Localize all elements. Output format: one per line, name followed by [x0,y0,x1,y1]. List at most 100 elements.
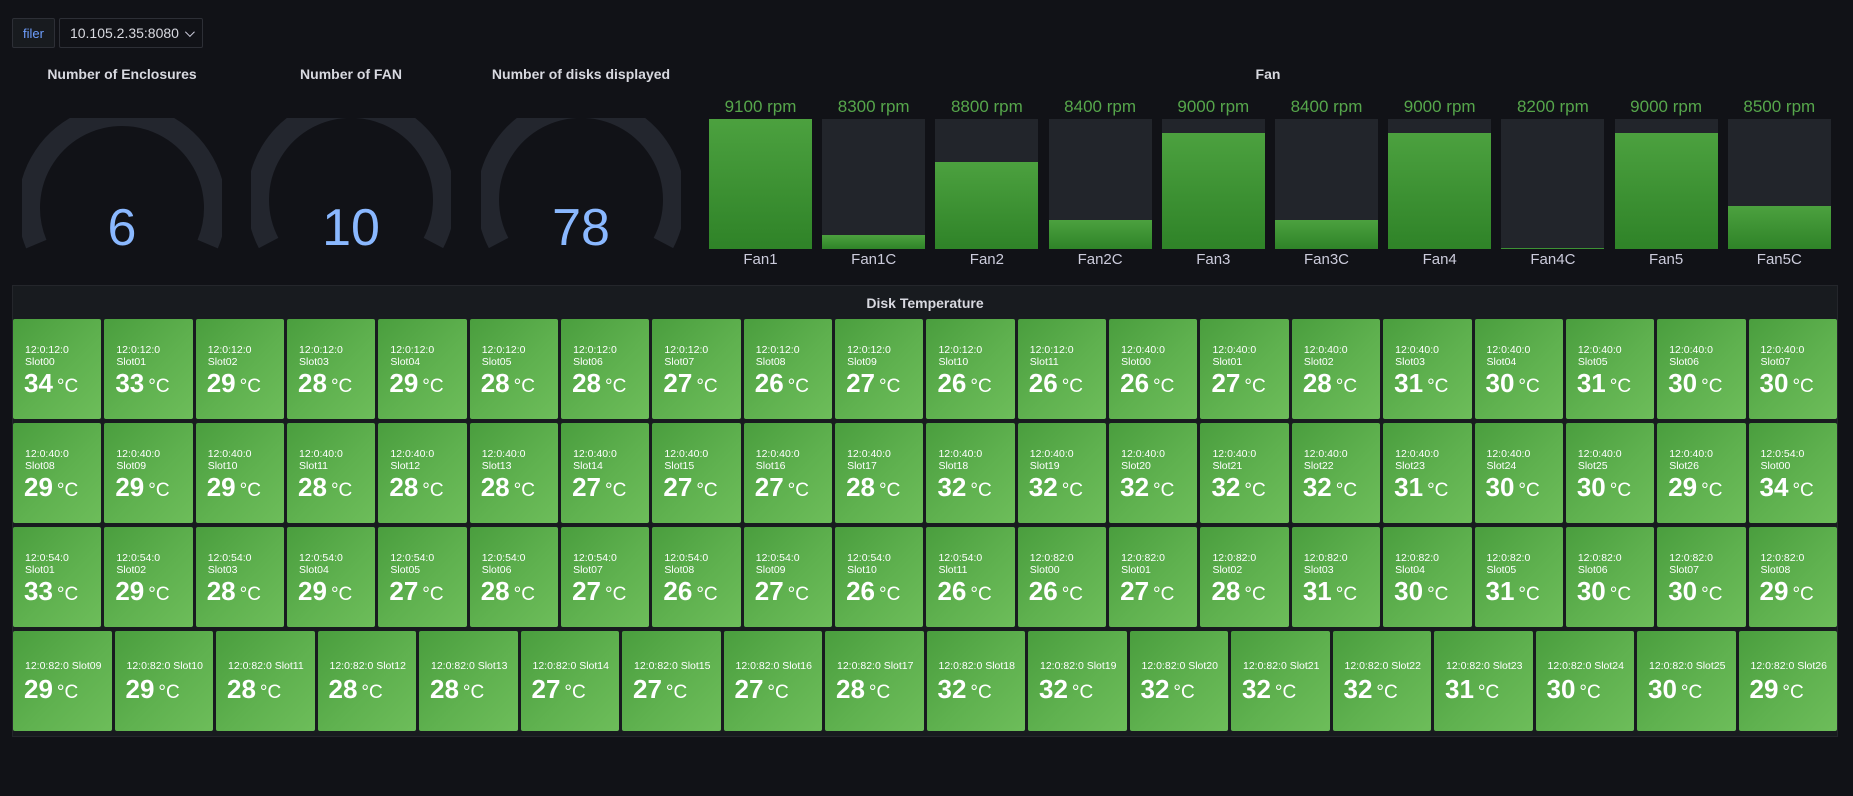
disk-tile[interactable]: 12:0:82:0 Slot01 27 °C [1109,527,1198,627]
disk-tile[interactable]: 12:0:40:0 Slot11 28 °C [287,423,376,523]
disk-tile[interactable]: 12:0:40:0 Slot04 30 °C [1474,319,1563,419]
disk-tile[interactable]: 12:0:40:0 Slot06 30 °C [1657,319,1746,419]
disk-tile[interactable]: 12:0:82:0 Slot00 26 °C [1017,527,1107,627]
disk-tile[interactable]: 12:0:40:0 Slot00 26 °C [1109,319,1198,419]
disk-tile[interactable]: 12:0:82:0 Slot21 32 °C [1231,631,1330,731]
disk-tile[interactable]: 12:0:40:0 Slot08 29 °C [13,423,102,523]
disk-label: 12:0:82:0 Slot24 [1547,660,1624,672]
fan-bar-fill [822,234,926,249]
disk-tile[interactable]: 12:0:54:0 Slot02 29 °C [104,527,193,627]
disk-temp-number: 33 [24,576,53,606]
disk-tile[interactable]: 12:0:40:0 Slot10 29 °C [195,423,285,523]
disk-tile[interactable]: 12:0:40:0 Slot03 31 °C [1383,319,1472,419]
disk-temp-number: 28 [1302,368,1332,398]
disk-tile[interactable]: 12:0:12:0 Slot10 26 °C [926,319,1015,419]
filer-select[interactable]: 10.105.2.35:8080 [58,18,203,48]
disk-tile[interactable]: 12:0:82:0 Slot16 27 °C [723,631,822,731]
disk-tile[interactable]: 12:0:82:0 Slot03 31 °C [1291,527,1381,627]
disk-tile[interactable]: 12:0:54:0 Slot05 27 °C [378,527,467,627]
disk-label: 12:0:82:0 Slot08 [1760,552,1805,576]
disk-tile[interactable]: 12:0:40:0 Slot19 32 °C [1017,423,1107,523]
stat-title-fans: Number of FAN [300,66,402,82]
disk-label: 12:0:82:0 Slot22 [1344,660,1421,672]
disk-tile[interactable]: 12:0:12:0 Slot11 26 °C [1017,319,1107,419]
disk-tile[interactable]: 12:0:82:0 Slot22 32 °C [1332,631,1431,731]
disk-tile[interactable]: 12:0:40:0 Slot16 27 °C [743,423,833,523]
disk-label: 12:0:40:0 Slot05 [1577,344,1622,368]
disk-tile[interactable]: 12:0:82:0 Slot05 31 °C [1474,527,1563,627]
disk-temp-unit: °C [970,376,992,397]
disk-tile[interactable]: 12:0:12:0 Slot00 34 °C [13,319,102,419]
disk-tile[interactable]: 12:0:12:0 Slot08 26 °C [743,319,833,419]
disk-tile[interactable]: 12:0:40:0 Slot17 28 °C [835,423,924,523]
disk-tile[interactable]: 12:0:40:0 Slot07 30 °C [1748,319,1837,419]
disk-tile[interactable]: 12:0:82:0 Slot12 28 °C [317,631,416,731]
disk-tile[interactable]: 12:0:82:0 Slot14 27 °C [520,631,619,731]
disk-label: 12:0:40:0 Slot04 [1486,344,1531,368]
disk-tile[interactable]: 12:0:82:0 Slot09 29 °C [13,631,112,731]
disk-tile[interactable]: 12:0:54:0 Slot00 34 °C [1748,423,1837,523]
disk-tile[interactable]: 12:0:12:0 Slot09 27 °C [835,319,924,419]
disk-tile[interactable]: 12:0:54:0 Slot11 26 °C [926,527,1015,627]
disk-tile[interactable]: 12:0:40:0 Slot15 27 °C [652,423,741,523]
disk-tile[interactable]: 12:0:54:0 Slot08 26 °C [652,527,741,627]
disk-tile[interactable]: 12:0:40:0 Slot12 28 °C [378,423,467,523]
disk-tile[interactable]: 12:0:54:0 Slot07 27 °C [561,527,650,627]
disk-tile[interactable]: 12:0:82:0 Slot07 30 °C [1657,527,1746,627]
disk-tile[interactable]: 12:0:82:0 Slot19 32 °C [1028,631,1127,731]
disk-tile[interactable]: 12:0:40:0 Slot20 32 °C [1109,423,1198,523]
disk-label: 12:0:40:0 Slot25 [1577,448,1622,472]
disk-tile[interactable]: 12:0:54:0 Slot10 26 °C [835,527,924,627]
disk-tile[interactable]: 12:0:82:0 Slot02 28 °C [1200,527,1289,627]
disk-tile[interactable]: 12:0:82:0 Slot23 31 °C [1434,631,1533,731]
disk-tile[interactable]: 12:0:12:0 Slot07 27 °C [652,319,741,419]
disk-tile[interactable]: 12:0:40:0 Slot26 29 °C [1657,423,1746,523]
disk-temp-number: 32 [1140,674,1170,704]
disk-temp-value: 29 °C [1750,674,1804,705]
disk-tile[interactable]: 12:0:40:0 Slot05 31 °C [1565,319,1655,419]
disk-temp-value: 28 °C [481,368,535,399]
disk-tile[interactable]: 12:0:40:0 Slot01 27 °C [1200,319,1289,419]
disk-tile[interactable]: 12:0:82:0 Slot10 29 °C [114,631,213,731]
disk-tile[interactable]: 12:0:54:0 Slot01 33 °C [13,527,102,627]
disk-tile[interactable]: 12:0:54:0 Slot06 28 °C [469,527,559,627]
disk-tile[interactable]: 12:0:12:0 Slot03 28 °C [287,319,376,419]
disk-tile[interactable]: 12:0:82:0 Slot04 30 °C [1383,527,1472,627]
disk-tile[interactable]: 12:0:82:0 Slot24 30 °C [1535,631,1634,731]
disk-tile[interactable]: 12:0:12:0 Slot06 28 °C [561,319,650,419]
disk-tile[interactable]: 12:0:82:0 Slot13 28 °C [419,631,518,731]
disk-tile[interactable]: 12:0:40:0 Slot25 30 °C [1565,423,1655,523]
fan-panel-title: Fan [1255,66,1281,82]
disk-tile[interactable]: 12:0:82:0 Slot25 30 °C [1637,631,1736,731]
disk-label: 12:0:82:0 Slot25 [1649,660,1726,672]
disk-tile[interactable]: 12:0:40:0 Slot21 32 °C [1200,423,1289,523]
disk-temp-value: 32 °C [1029,472,1083,503]
disk-tile[interactable]: 12:0:12:0 Slot02 29 °C [195,319,285,419]
disk-tile[interactable]: 12:0:54:0 Slot04 29 °C [287,527,376,627]
disk-tile[interactable]: 12:0:54:0 Slot03 28 °C [195,527,285,627]
disk-tile[interactable]: 12:0:82:0 Slot06 30 °C [1565,527,1655,627]
disk-tile[interactable]: 12:0:82:0 Slot11 28 °C [216,631,315,731]
disk-tile[interactable]: 12:0:40:0 Slot18 32 °C [926,423,1015,523]
disk-tile[interactable]: 12:0:40:0 Slot24 30 °C [1474,423,1563,523]
disk-tile[interactable]: 12:0:82:0 Slot18 32 °C [926,631,1025,731]
disk-tile[interactable]: 12:0:82:0 Slot20 32 °C [1129,631,1228,731]
disk-tile[interactable]: 12:0:12:0 Slot05 28 °C [469,319,559,419]
disk-temp-unit: °C [1244,376,1266,397]
disk-tile[interactable]: 12:0:82:0 Slot26 29 °C [1738,631,1837,731]
disk-tile[interactable]: 12:0:40:0 Slot14 27 °C [561,423,650,523]
disk-temp-number: 29 [125,674,155,704]
disk-tile[interactable]: 12:0:82:0 Slot08 29 °C [1748,527,1837,627]
disk-tile[interactable]: 12:0:40:0 Slot09 29 °C [104,423,193,523]
disk-label: 12:0:82:0 Slot21 [1243,660,1320,672]
disk-tile[interactable]: 12:0:82:0 Slot15 27 °C [622,631,721,731]
disk-tile[interactable]: 12:0:54:0 Slot09 27 °C [743,527,833,627]
disk-tile[interactable]: 12:0:40:0 Slot22 32 °C [1291,423,1381,523]
disk-tile[interactable]: 12:0:82:0 Slot17 28 °C [825,631,924,731]
disk-label: 12:0:12:0 Slot11 [1029,344,1074,368]
disk-tile[interactable]: 12:0:12:0 Slot01 33 °C [104,319,193,419]
disk-tile[interactable]: 12:0:40:0 Slot23 31 °C [1383,423,1472,523]
disk-tile[interactable]: 12:0:40:0 Slot13 28 °C [469,423,559,523]
disk-tile[interactable]: 12:0:40:0 Slot02 28 °C [1291,319,1381,419]
disk-tile[interactable]: 12:0:12:0 Slot04 29 °C [378,319,467,419]
